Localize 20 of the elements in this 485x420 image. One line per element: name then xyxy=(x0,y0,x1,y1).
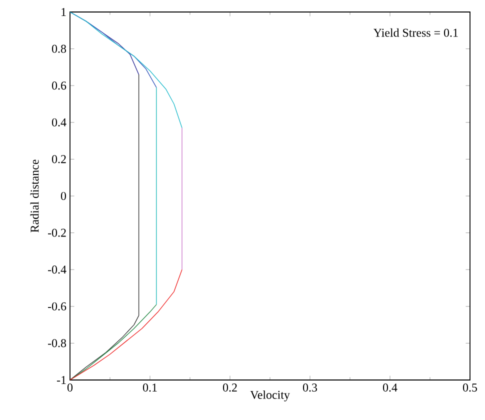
x-axis-title: Velocity xyxy=(250,390,290,402)
y-tick-label: 0 xyxy=(60,192,66,200)
y-tick-label: -0.8 xyxy=(48,339,66,348)
x-tick-label: 0.5 xyxy=(462,384,478,392)
x-tick-label: 0 xyxy=(67,384,73,392)
x-tick-label: 0.4 xyxy=(382,384,398,392)
y-tick-label: -0.4 xyxy=(48,266,66,274)
y-tick-label: 0.4 xyxy=(52,118,66,126)
y-tick-label: -1 xyxy=(56,376,66,384)
y-tick-label: 0.8 xyxy=(52,44,66,53)
y-tick-label: -0.2 xyxy=(48,228,66,237)
y-axis-title: Radial distance xyxy=(30,160,39,232)
y-tick-label: 1 xyxy=(62,8,66,16)
x-tick-label: 0.3 xyxy=(302,384,318,392)
x-tick-label: 0.2 xyxy=(222,384,237,392)
y-tick-label: 0.6 xyxy=(52,82,66,90)
y-tick-label: -0.6 xyxy=(48,302,66,310)
y-tick-label: 0.2 xyxy=(52,155,66,164)
annotation: Yield Stress = 0.1 xyxy=(374,28,458,37)
x-tick-label: 0.1 xyxy=(142,384,157,392)
